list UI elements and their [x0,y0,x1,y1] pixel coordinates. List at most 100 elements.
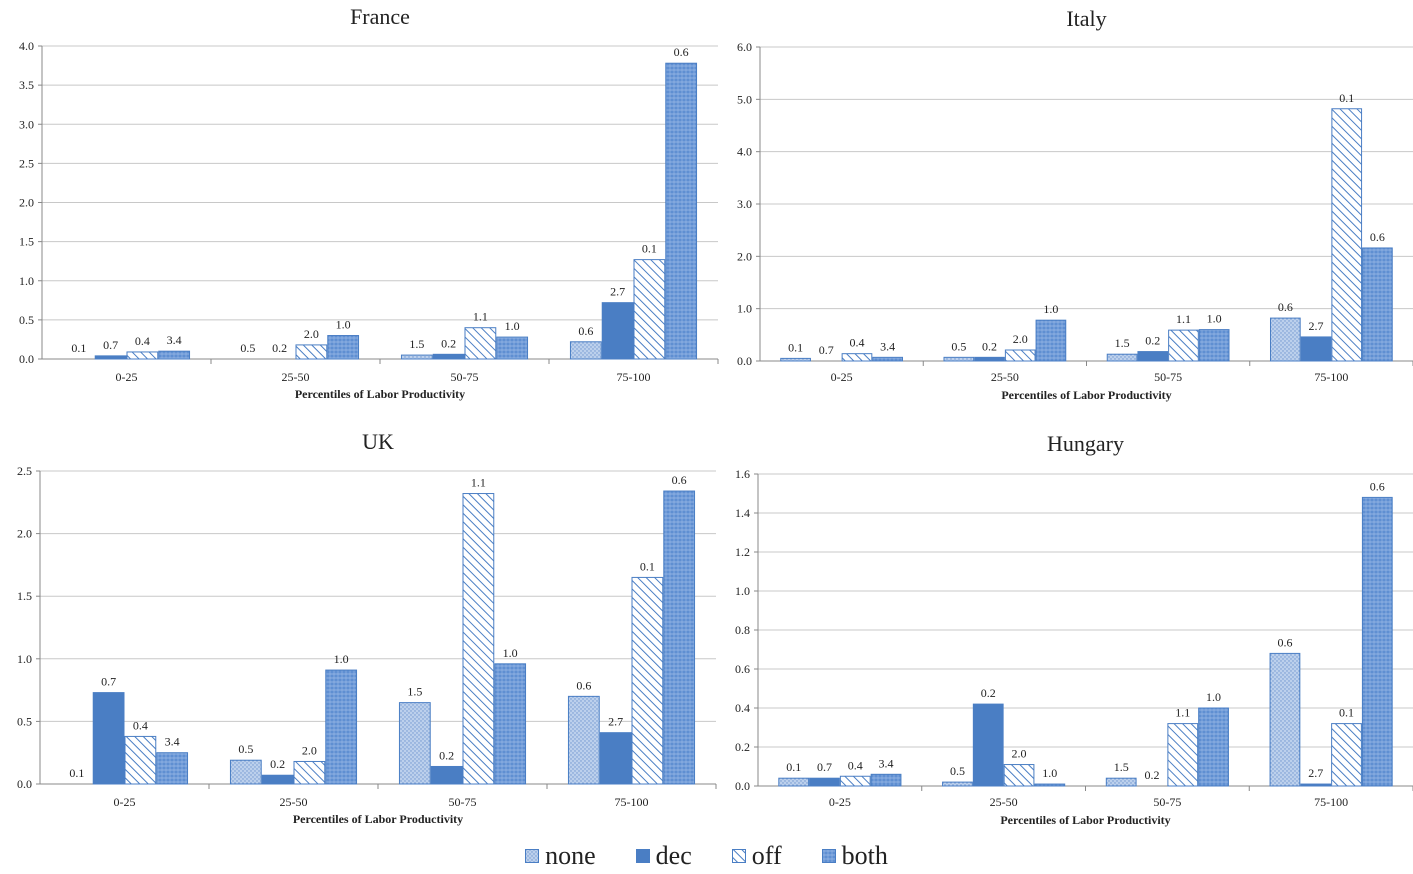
x-tick-label: 25-50 [282,370,310,384]
data-label-none: 1.5 [409,337,424,351]
data-label-both: 3.4 [880,339,895,353]
bar-both [494,663,527,785]
data-label-off: 2.0 [304,327,319,341]
data-label-off: 0.1 [1339,706,1354,720]
x-tick-label: 75-100 [1314,795,1348,809]
bar-both [1034,783,1066,787]
bar-both [872,356,904,362]
bar-dec [432,353,465,360]
data-label-dec: 0.7 [101,675,116,689]
data-label-off: 1.1 [1176,312,1191,326]
data-label-both: 1.0 [1043,302,1058,316]
data-label-none: 0.5 [951,339,966,353]
legend-item-none: none [525,841,596,871]
bar-none [1106,353,1138,362]
data-label-off: 2.0 [302,743,317,757]
data-label-off: 0.4 [133,718,148,732]
legend: none dec off both [0,838,1413,874]
y-tick-label: 2.5 [17,464,32,478]
bar-off [1331,108,1363,362]
data-label-none: 0.1 [69,766,84,780]
data-label-dec: 2.7 [610,285,625,299]
bar-both [496,336,529,360]
x-axis-title: Percentiles of Labor Productivity [1000,813,1170,827]
data-label-off: 0.1 [642,242,657,256]
y-tick-label: 1.0 [735,584,750,598]
bar-off [124,735,157,785]
legend-swatch-dec [635,849,650,863]
y-tick-label: 1.0 [737,302,752,316]
bar-dec [1300,783,1332,787]
bar-off [1167,723,1199,787]
bar-none [943,356,975,362]
y-tick-label: 2.0 [17,527,32,541]
y-tick-label: 1.0 [19,274,34,288]
bar-both [1362,247,1393,362]
data-label-dec: 0.2 [1144,768,1159,782]
y-tick-label: 0.5 [19,313,34,327]
bar-dec [599,732,632,785]
x-axis-title: Percentiles of Labor Productivity [1001,388,1171,402]
data-label-none: 0.6 [576,678,591,692]
data-label-dec: 0.2 [272,341,287,355]
x-tick-label: 0-25 [114,795,136,809]
bar-dec [94,355,127,360]
data-label-off: 1.1 [473,310,488,324]
y-tick-label: 1.5 [19,235,34,249]
bar-dec [92,692,125,785]
data-label-none: 0.5 [950,764,965,778]
bar-off [631,576,664,785]
data-label-none: 0.1 [788,340,803,354]
x-axis-title: Percentiles of Labor Productivity [295,387,465,401]
data-label-dec: 0.7 [103,338,118,352]
x-tick-label: 25-50 [991,370,1019,384]
y-tick-label: 0.0 [17,777,32,791]
x-tick-label: 50-75 [449,795,477,809]
bar-none [1269,652,1301,787]
data-label-both: 1.0 [336,318,351,332]
bar-dec [1137,351,1169,362]
y-tick-label: 2.0 [737,249,752,263]
y-tick-label: 1.0 [17,652,32,666]
bar-both [325,669,358,785]
data-label-both: 1.0 [503,646,518,660]
y-tick-label: 1.6 [735,467,750,481]
data-label-dec: 2.7 [1308,766,1323,780]
y-tick-label: 3.5 [19,78,34,92]
legend-item-dec: dec [635,841,692,871]
legend-swatch-both [821,849,836,863]
y-tick-label: 0.0 [737,354,752,368]
y-tick-label: 0.0 [735,779,750,793]
legend-swatch-none [525,849,540,863]
data-label-both: 0.6 [1370,230,1385,244]
bar-both [1198,329,1230,362]
bar-off [1004,349,1036,362]
y-tick-label: 2.5 [19,156,34,170]
x-tick-label: 0-25 [116,370,138,384]
data-label-none: 0.5 [240,341,255,355]
bar-none [1269,317,1301,362]
y-tick-label: 1.4 [735,506,750,520]
bar-none [567,695,600,785]
bar-off [1003,764,1035,787]
data-label-both: 1.0 [505,319,520,333]
chart-france: France 0.0 0.5 1.0 1.5 2.0 2.5 3.0 3.5 4.0 0-25 0.1… [19,4,719,401]
bar-off [1168,329,1199,362]
data-label-off: 0.4 [848,758,863,772]
y-tick-label: 0.8 [735,623,750,637]
bar-dec [601,302,634,360]
data-label-dec: 0.7 [817,760,832,774]
legend-label-both: both [841,841,888,870]
y-tick-label: 0.2 [735,740,750,754]
data-label-both: 1.0 [1206,690,1221,704]
chart-uk: UK 0.0 0.5 1.0 1.5 2.0 2.5 0-25 0.1 0.7 0.4 3.4 25-5… [17,429,717,826]
data-label-dec: 2.7 [1309,319,1324,333]
data-label-dec: 0.7 [819,343,834,357]
bar-none [229,759,262,785]
x-tick-label: 25-50 [280,795,308,809]
data-label-both: 1.0 [1042,766,1057,780]
chart-title: France [350,4,410,29]
data-label-dec: 2.7 [608,715,623,729]
data-label-both: 0.6 [674,45,689,59]
data-label-both: 0.6 [1370,479,1385,493]
